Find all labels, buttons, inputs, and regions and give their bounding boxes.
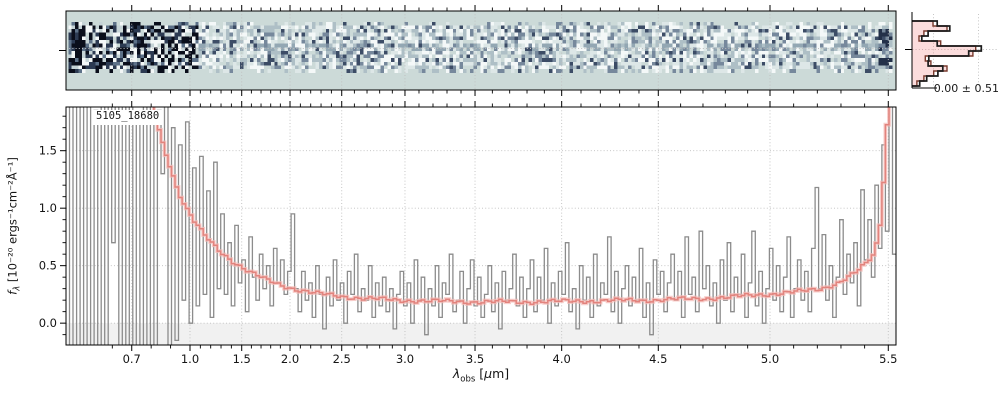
y-tick-label: 1.5 xyxy=(39,144,57,158)
x-axis-unit-close: m] xyxy=(492,366,510,381)
spectrum-1d-panel: 0.7 1.0 1.5 2.0 2.5 3.0 3.5 4.0 4.5 5.0 5.5 0.0 0.5 1… xyxy=(39,101,897,366)
x-axis-symbol: λ xyxy=(452,366,461,381)
y-axis-subscript: λ xyxy=(12,285,23,291)
x-axis-subscript: obs xyxy=(460,374,476,385)
x-tick-label: 1.5 xyxy=(233,352,251,366)
x-tick-label: 0.7 xyxy=(123,352,141,366)
uncertainty-step-line xyxy=(153,107,890,305)
x-tick-label: 3.0 xyxy=(396,352,414,366)
x-tick-label: 3.5 xyxy=(466,352,484,366)
x-tick-label: 1.0 xyxy=(181,352,199,366)
x-axis-unit-open: [ xyxy=(475,366,485,381)
hist-reference-fill xyxy=(912,21,976,86)
x-tick-label: 2.5 xyxy=(333,352,351,366)
x-axis-label: λobs [μm] xyxy=(453,366,509,385)
x-tick-label: 4.5 xyxy=(649,352,667,366)
x-tick-label: 2.0 xyxy=(281,352,299,366)
histogram-stats-label: 0.00 ± 0.51 xyxy=(933,82,999,95)
y-axis-units: [10⁻²⁰ ergs⁻¹cm⁻²Å⁻¹] xyxy=(5,157,20,286)
x-tick-label: 5.0 xyxy=(761,352,779,366)
x-tick-label: 5.5 xyxy=(879,352,897,366)
hist-data-outline xyxy=(912,20,983,87)
source-id-label: 5105_18680 xyxy=(92,110,164,125)
x-axis-unit-mu: μ xyxy=(484,366,493,381)
histogram-panel xyxy=(905,12,998,89)
x-tick-label: 4.0 xyxy=(553,352,571,366)
below-zero-band xyxy=(66,323,896,345)
spectrum-2d-noise-image xyxy=(68,22,893,73)
spectrum-2d-panel xyxy=(59,5,897,96)
y-tick-label: 0.0 xyxy=(39,316,57,330)
y-axis-symbol: f xyxy=(5,290,20,295)
y-tick-label: 0.5 xyxy=(39,259,57,273)
flux-step-line xyxy=(68,107,896,345)
y-tick-label: 1.0 xyxy=(39,201,57,215)
y-axis-label: fλ [10⁻²⁰ ergs⁻¹cm⁻²Å⁻¹] xyxy=(5,157,22,295)
main-frame xyxy=(65,106,897,346)
